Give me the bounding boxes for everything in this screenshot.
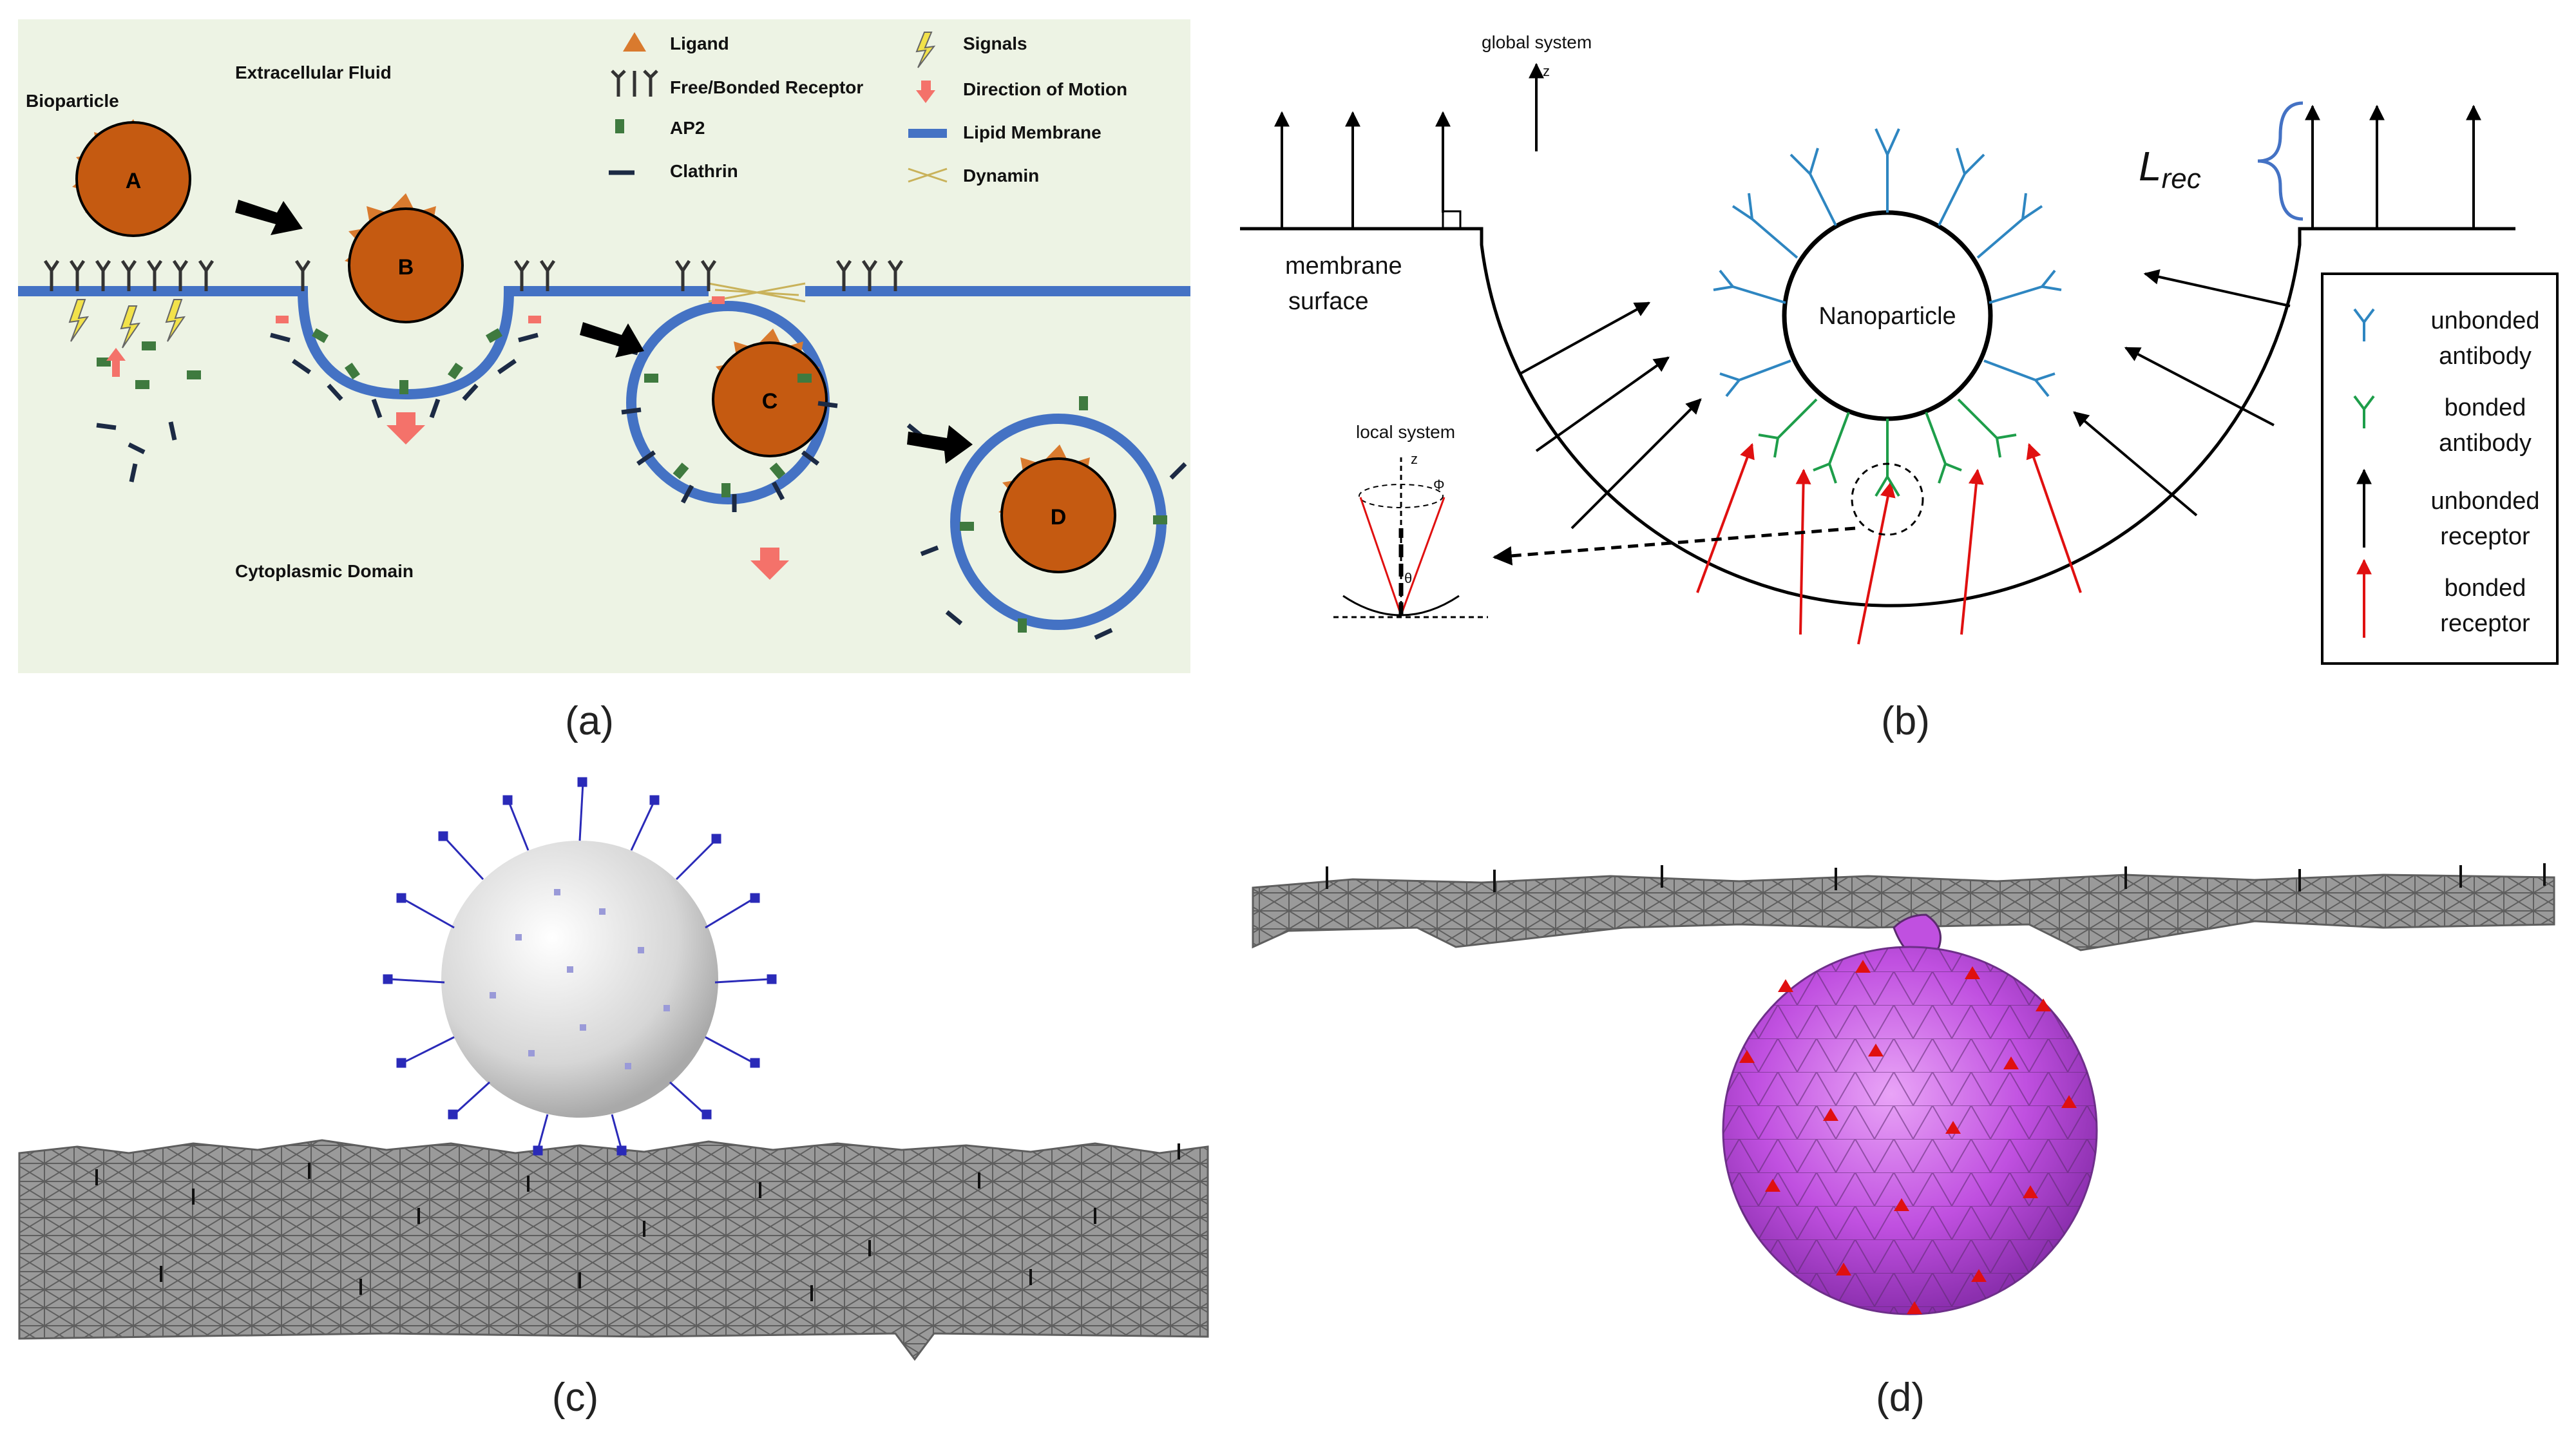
global-system-label: global system xyxy=(1482,32,1592,52)
panel-b: membrane surface global system z Lrec xyxy=(1240,32,2559,743)
antibody-dots-c xyxy=(490,889,670,1069)
panel-c: (c) xyxy=(18,777,1209,1420)
legend-bonded-antibody-icon xyxy=(2353,395,2375,428)
membrane-mesh-c xyxy=(18,1139,1209,1361)
caption-d: (d) xyxy=(1876,1375,1925,1420)
legend-bonded-receptor-1: bonded xyxy=(2445,575,2526,602)
membrane-receptors-c xyxy=(95,1143,1180,1301)
local-system-label: local system xyxy=(1356,422,1455,442)
ap2-legend-icon xyxy=(615,119,624,133)
motion-arrows xyxy=(106,296,789,580)
panel-a: Bioparticle Extracellular Fluid Cytoplas… xyxy=(18,19,1190,743)
local-z-label: z xyxy=(1411,451,1418,467)
legend-bonded-antibody-1: bonded xyxy=(2445,394,2526,421)
legend-ligand: Ligand xyxy=(670,33,729,53)
legend-clathrin: Clathrin xyxy=(670,161,738,181)
legend-receptor: Free/Bonded Receptor xyxy=(670,77,863,97)
panel-a-legend: Ligand Free/Bonded Receptor AP2 Clathrin… xyxy=(609,32,1127,186)
particle-a: A xyxy=(72,119,191,237)
legend-unbonded-receptor-1: unbonded xyxy=(2430,488,2539,515)
signals xyxy=(68,299,186,349)
panel-d: (d) xyxy=(1252,863,2555,1420)
particle-c: C xyxy=(712,329,828,457)
particle-d-mesh xyxy=(1723,947,2097,1314)
panel-a-background xyxy=(18,19,1190,673)
zoom-circle xyxy=(1851,463,1924,536)
cytoplasmic-label: Cytoplasmic Domain xyxy=(235,561,414,581)
stage-b-label: B xyxy=(398,255,414,280)
nanoparticle-sphere-c xyxy=(441,841,718,1118)
lrec-symbol: Lrec xyxy=(2139,143,2201,195)
bioparticle-label: Bioparticle xyxy=(26,91,119,111)
clathrin-markers xyxy=(96,332,1187,640)
stage-c-label: C xyxy=(762,389,778,414)
membrane-legend-icon xyxy=(908,129,947,138)
membrane-receptors-d xyxy=(1326,863,2546,892)
legend-signals: Signals xyxy=(963,33,1027,53)
stage-d-label: D xyxy=(1051,505,1067,530)
motion-legend-icon xyxy=(916,81,935,103)
ap2-markers xyxy=(97,328,1167,633)
stage-a-label: A xyxy=(126,169,142,193)
transition-arrows xyxy=(235,200,973,464)
receptor-legend-icon xyxy=(611,70,658,97)
flat-receptors xyxy=(1274,104,2481,229)
dynamin-legend-icon xyxy=(908,167,948,183)
caption-b: (b) xyxy=(1881,699,1930,743)
curved-unbonded-receptors xyxy=(1520,269,2291,530)
membrane-surface-line xyxy=(1240,227,2515,607)
particle-b: B xyxy=(345,193,464,323)
legend-membrane: Lipid Membrane xyxy=(963,122,1102,142)
unbonded-antibodies xyxy=(1713,128,2062,397)
nanoparticle-label: Nanoparticle xyxy=(1818,303,1956,330)
legend-bonded-receptor-2: receptor xyxy=(2440,610,2530,637)
bonded-antibodies xyxy=(1758,398,2017,497)
particle-d: D xyxy=(998,444,1116,573)
panel-b-legend: unbonded antibody bonded antibody unbond… xyxy=(2321,272,2559,665)
caption-c: (c) xyxy=(552,1375,598,1420)
phi-label: Φ xyxy=(1433,477,1445,493)
zoom-arrow xyxy=(1493,526,1856,566)
legend-dynamin: Dynamin xyxy=(963,166,1039,186)
local-system: local system z Φ θ xyxy=(1333,422,1488,618)
legend-unbonded-antibody-icon xyxy=(2353,308,2375,341)
theta-label: θ xyxy=(1404,570,1412,586)
legend-ap2: AP2 xyxy=(670,118,705,138)
legend-unbonded-antibody-1: unbonded xyxy=(2430,307,2539,334)
membrane-surface-label-2: surface xyxy=(1288,288,1369,315)
bonded-receptors-d xyxy=(1739,960,2077,1314)
antibody-tethers-c xyxy=(383,777,777,1156)
ligand-legend-icon xyxy=(623,32,646,52)
legend-unbonded-antibody-2: antibody xyxy=(2439,343,2532,370)
membrane-mesh-d xyxy=(1252,874,2555,951)
lrec-bracket xyxy=(2257,101,2304,221)
signals-legend-icon xyxy=(915,32,936,68)
membrane-surface-label-1: membrane xyxy=(1285,253,1402,280)
legend-motion: Direction of Motion xyxy=(963,79,1127,99)
extracellular-label: Extracellular Fluid xyxy=(235,62,392,82)
legend-unbonded-receptor-2: receptor xyxy=(2440,523,2530,550)
legend-bonded-antibody-2: antibody xyxy=(2439,430,2532,457)
receptors-a xyxy=(43,260,904,291)
global-z-label: z xyxy=(1543,63,1550,79)
caption-a: (a) xyxy=(565,699,614,743)
bonded-receptors xyxy=(1696,443,2082,645)
